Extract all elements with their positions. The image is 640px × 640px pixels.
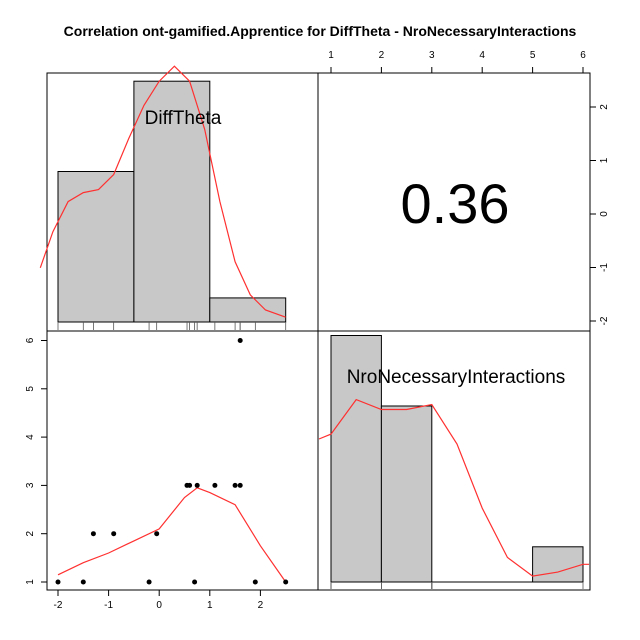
top-axis-tick-label: 4 [479,50,485,61]
left-axis-tick-label: 4 [25,434,36,440]
interactions-hist-bar [380,405,433,583]
scatter-point [90,531,96,537]
scatter-point [154,531,160,537]
bottom-axis-tick-label: 2 [258,600,264,611]
panel-frame-bl [46,330,319,591]
bottom-axis-tick-label: 1 [207,600,213,611]
left-axis-tick-label: 5 [25,386,36,392]
scatter-point [237,338,243,343]
right-axis-tick-label: 1 [599,157,610,163]
marks-layer: DiffTheta 0.36 NroNecessaryInteractions [39,65,589,589]
scatter-point [80,579,86,585]
diff-theta-label: DiffTheta [145,108,222,129]
scatter-point [146,579,152,585]
bottom-axis-tick-label: -1 [104,600,113,611]
top-axis-tick-label: 1 [328,50,334,61]
scatter-point [194,482,200,488]
top-axis-tick-label: 2 [379,50,385,61]
left-axis-tick-label: 3 [25,482,36,488]
diff-theta-hist-bar [209,297,287,323]
diff-theta-hist-bar [133,80,211,323]
interactions-density-curve [318,398,589,577]
diff-theta-density-curve [39,65,286,318]
scatter-smooth-line [57,487,287,583]
right-axis-tick-label: 2 [599,104,610,110]
scatter-point [187,482,193,488]
correlation-value: 0.36 [401,172,510,235]
top-axis-tick-label: 3 [429,50,435,61]
scatter-point [252,579,258,585]
interactions-label: NroNecessaryInteractions [347,367,566,388]
right-axis-tick-label: -2 [599,316,610,325]
diff-theta-hist-bar [57,171,135,323]
scatter-point [283,579,289,585]
scatter-point [55,579,61,585]
bottom-axis-tick-label: -2 [54,600,63,611]
panels-layer [46,72,591,591]
left-axis-tick-label: 1 [25,579,36,585]
scatter-point [192,579,198,585]
scatter-point [232,482,238,488]
panel-frame-br [317,330,591,591]
scatter-point [111,531,117,537]
top-axis-tick-label: 6 [580,50,586,61]
left-axis-tick-label: 6 [25,337,36,343]
top-axis-tick-label: 5 [530,50,536,61]
interactions-hist-bar [532,546,584,583]
left-axis-tick-label: 2 [25,530,36,536]
scatter-point [212,482,218,488]
axes-layer: -2 -1 0 1 2 1 2 3 4 5 6 1 2 3 4 5 6 -2 -1 0 1 2 [25,50,610,611]
right-axis-tick-label: -1 [599,263,610,272]
right-axis-tick-label: 0 [599,211,610,217]
chart-title: Correlation ont-gamified.Apprentice for … [64,23,577,39]
bottom-axis-tick-label: 0 [156,600,162,611]
scatter-point [237,482,243,488]
